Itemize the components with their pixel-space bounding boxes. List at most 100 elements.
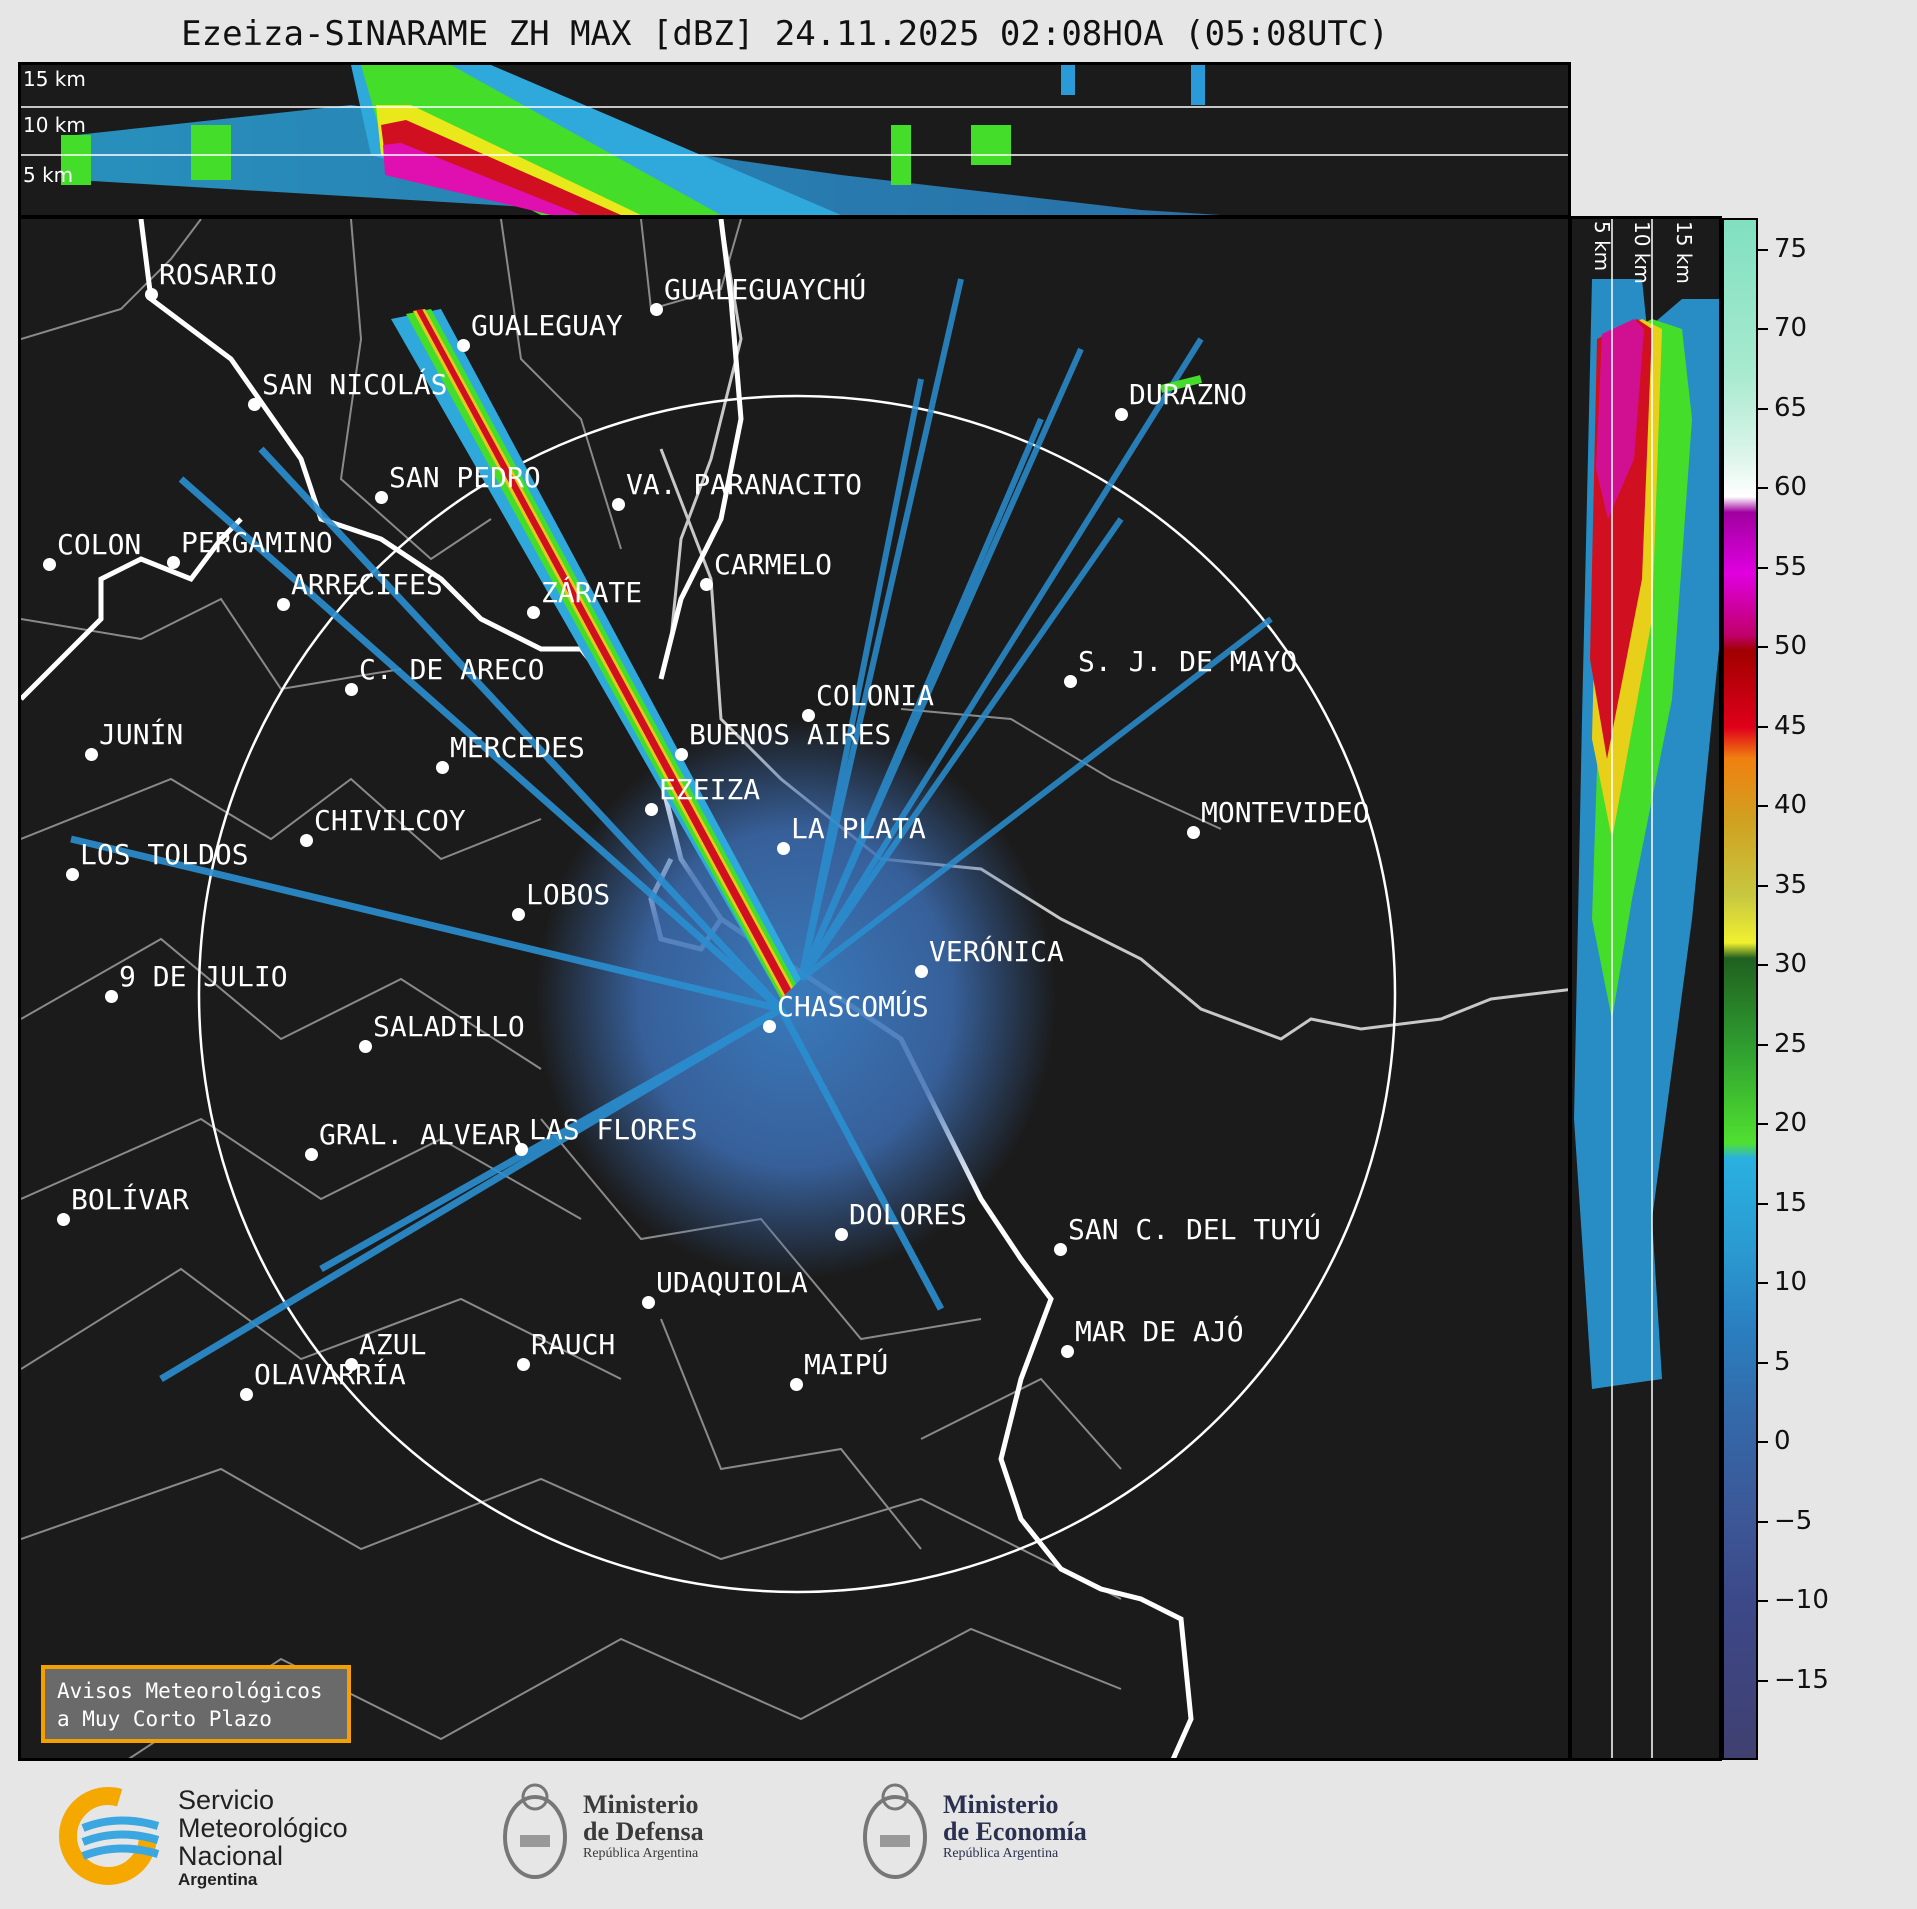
city-marker xyxy=(777,842,790,855)
city-label: VERÓNICA xyxy=(929,935,1064,968)
city-marker xyxy=(345,1358,358,1371)
colorbar-tick-label: 15 xyxy=(1774,1187,1808,1218)
city-label: LOS TOLDOS xyxy=(80,838,249,871)
colorbar-tick-label: 55 xyxy=(1774,551,1808,582)
smn-line2: Meteorológico xyxy=(178,1813,348,1843)
colorbar-tick-label: 20 xyxy=(1774,1108,1808,1139)
city-label: 9 DE JULIO xyxy=(119,960,288,993)
colorbar-tick-label: 70 xyxy=(1774,313,1808,344)
colorbar-tick xyxy=(1758,1441,1768,1444)
city-label: ARRECIFES xyxy=(291,568,443,601)
city-label: GUALEGUAY xyxy=(471,309,623,342)
city-marker xyxy=(436,761,449,774)
city-label: ZÁRATE xyxy=(541,576,643,609)
city-label: SAN PEDRO xyxy=(389,461,541,494)
city-label: COLONIA xyxy=(816,679,935,712)
colorbar-tick xyxy=(1758,884,1768,887)
colorbar-tick xyxy=(1758,487,1768,490)
city-marker xyxy=(375,491,388,504)
city-marker xyxy=(105,990,118,1003)
colorbar-tick-label: 10 xyxy=(1774,1267,1808,1298)
city-label: BOLÍVAR xyxy=(71,1183,190,1216)
city-marker xyxy=(43,558,56,571)
colorbar-tick xyxy=(1758,248,1768,251)
city-label: DOLORES xyxy=(849,1198,968,1231)
colorbar-tick xyxy=(1758,566,1768,569)
city-label: MAIPÚ xyxy=(804,1348,889,1381)
city-marker xyxy=(167,556,180,569)
warnings-box-line1: Avisos Meteorológicos xyxy=(57,1679,323,1703)
economia-logo: Ministerio de Economía República Argenti… xyxy=(855,1775,1135,1895)
city-label: DURAZNO xyxy=(1129,378,1248,411)
colorbar-tick-label: 65 xyxy=(1774,392,1808,423)
colorbar-tick-label: 75 xyxy=(1774,233,1808,264)
radar-map xyxy=(21,219,1568,1758)
defensa-line3: República Argentina xyxy=(583,1846,699,1861)
city-label: ROSARIO xyxy=(159,258,278,291)
city-label: OLAVARRÍA xyxy=(254,1358,406,1391)
city-marker xyxy=(650,303,663,316)
city-marker xyxy=(457,339,470,352)
side-height-label-5: 5 km xyxy=(1590,221,1614,272)
city-marker xyxy=(359,1040,372,1053)
colorbar-tick-label: 30 xyxy=(1774,949,1808,980)
colorbar-tick-label: 35 xyxy=(1774,869,1808,900)
city-marker xyxy=(1115,408,1128,421)
city-marker xyxy=(345,683,358,696)
smn-line4: Argentina xyxy=(178,1870,258,1889)
colorbar-tick-label: 25 xyxy=(1774,1028,1808,1059)
city-marker xyxy=(1054,1243,1067,1256)
city-marker xyxy=(85,748,98,761)
city-marker xyxy=(642,1296,655,1309)
city-marker xyxy=(802,709,815,722)
colorbar-tick xyxy=(1758,725,1768,728)
city-marker xyxy=(835,1228,848,1241)
city-marker xyxy=(66,868,79,881)
top-cross-section-echo xyxy=(21,65,1568,215)
colorbar-tick-label: 50 xyxy=(1774,631,1808,662)
city-marker xyxy=(57,1213,70,1226)
colorbar xyxy=(1722,218,1758,1760)
city-label: EZEIZA xyxy=(659,773,761,806)
city-marker xyxy=(277,598,290,611)
economia-seal-icon xyxy=(863,1783,927,1879)
city-label: VA. PARANACITO xyxy=(626,468,863,501)
city-marker xyxy=(790,1378,803,1391)
city-marker xyxy=(612,498,625,511)
smn-logo: Servicio Meteorológico Nacional Argentin… xyxy=(58,1786,398,1889)
city-label: LAS FLORES xyxy=(529,1113,698,1146)
city-label: COLON xyxy=(57,528,142,561)
city-marker xyxy=(248,398,261,411)
smn-logo-mark xyxy=(59,1787,160,1885)
colorbar-tick xyxy=(1758,964,1768,967)
city-marker xyxy=(527,606,540,619)
colorbar-tick xyxy=(1758,805,1768,808)
top-height-label-15: 15 km xyxy=(23,67,86,91)
economia-line3: República Argentina xyxy=(943,1846,1059,1861)
city-marker xyxy=(515,1143,528,1156)
city-label: PERGAMINO xyxy=(181,526,333,559)
city-label: S. J. DE MAYO xyxy=(1078,645,1298,678)
side-cross-section-panel: 5 km 10 km 15 km xyxy=(1569,216,1722,1761)
city-label: GRAL. ALVEAR xyxy=(319,1118,522,1151)
city-marker xyxy=(763,1020,776,1033)
defensa-line1: Ministerio xyxy=(583,1790,699,1819)
city-label: UDAQUIOLA xyxy=(656,1266,808,1299)
side-height-label-15: 15 km xyxy=(1672,221,1696,284)
top-height-label-5: 5 km xyxy=(23,163,74,187)
city-label: MAR DE AJÓ xyxy=(1075,1315,1244,1348)
radar-map-panel: ROSARIO GUALEGUAYCHÚ GUALEGUAY SAN NICOLÁS D… xyxy=(18,216,1571,1761)
colorbar-tick xyxy=(1758,1361,1768,1364)
top-cross-section-panel: 15 km 10 km 5 km xyxy=(18,62,1571,218)
city-marker xyxy=(675,748,688,761)
city-label: BUENOS AIRES xyxy=(689,718,892,751)
city-marker xyxy=(700,578,713,591)
colorbar-tick xyxy=(1758,1043,1768,1046)
city-marker xyxy=(645,803,658,816)
city-label: SAN NICOLÁS xyxy=(262,368,448,401)
city-marker xyxy=(145,288,158,301)
warnings-box: Avisos Meteorológicos a Muy Corto Plazo xyxy=(41,1665,351,1743)
city-label: JUNÍN xyxy=(99,718,184,751)
defensa-logo: Ministerio de Defensa República Argentin… xyxy=(495,1775,755,1895)
city-label: C. DE ARECO xyxy=(359,653,545,686)
